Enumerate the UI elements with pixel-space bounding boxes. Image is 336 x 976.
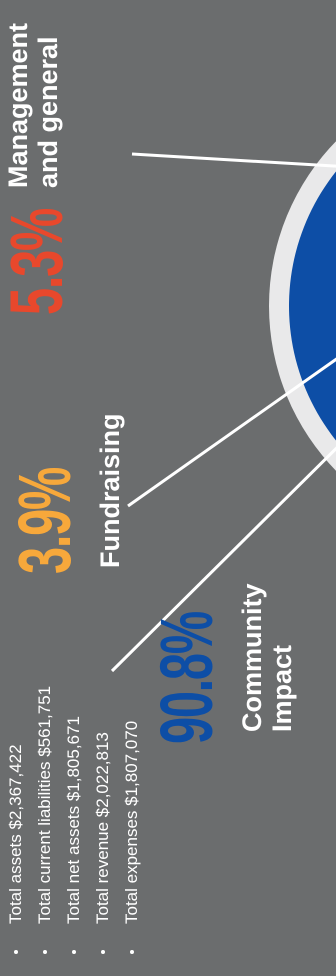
community-impact-percent: 90.8% [145,612,228,744]
leader-line-management-and-general [131,152,336,189]
stat-total-expenses: Total expenses $1,807,070 [117,686,146,954]
stat-total-current-liabilities: Total current liabilities $561,751 [30,686,59,954]
leader-line-fundraising [127,138,336,508]
community-impact-label-line1: Community [237,583,267,733]
management-general-label-line1: Management [3,22,33,188]
leader-line-community-impact [110,438,336,673]
stat-total-revenue: Total revenue $2,022,813 [88,686,117,954]
fundraising-percent: 3.9% [3,467,86,574]
stat-total-net-assets: Total net assets $1,805,671 [59,686,88,954]
stat-total-assets: Total assets $2,367,422 [1,686,30,954]
community-impact-label-line2: Impact [267,644,297,732]
financial-stats-list: Total assets $2,367,422 Total current li… [1,686,146,954]
management-general-label-line2: and general [33,36,63,188]
fundraising-label: Fundraising [95,413,125,569]
management-general-percent: 5.3% [0,208,78,315]
